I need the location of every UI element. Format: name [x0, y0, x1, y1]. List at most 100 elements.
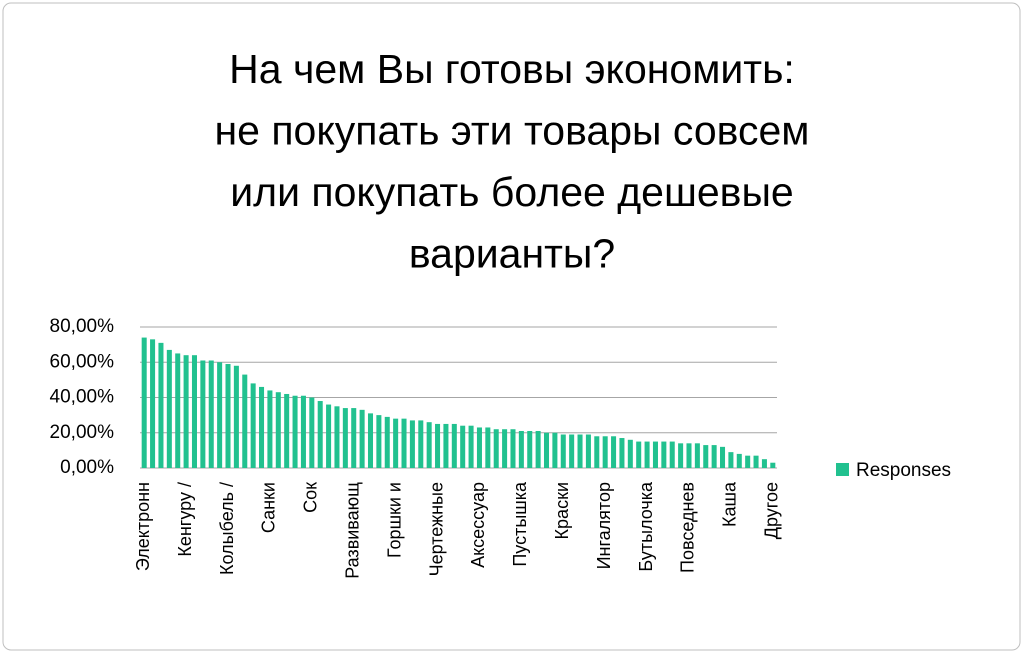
bar: [435, 423, 441, 468]
bar: [602, 436, 608, 468]
chart-title: не покупать эти товары совсем: [215, 107, 810, 153]
bar: [225, 364, 231, 468]
x-tick-label: Ингалятор: [594, 482, 614, 569]
x-tick-label: Бутылочка: [636, 481, 656, 572]
bar: [217, 362, 223, 468]
x-tick-label: Развивающ: [342, 482, 362, 579]
x-tick-label: Кенгуру /: [175, 482, 195, 557]
bar: [669, 441, 675, 468]
legend-swatch: [836, 463, 849, 476]
bar: [502, 429, 508, 468]
bar: [678, 443, 684, 468]
bar: [552, 432, 558, 468]
chart-title: На чем Вы готовы экономить:: [229, 46, 795, 92]
bar: [393, 418, 399, 468]
x-tick-label: Другое: [762, 482, 782, 539]
bar: [158, 342, 164, 468]
bar: [401, 418, 407, 468]
legend-label: Responses: [856, 460, 951, 481]
bar: [476, 427, 482, 468]
bar: [267, 390, 273, 468]
x-tick-label: Санки: [259, 482, 279, 533]
bar: [376, 415, 382, 468]
y-tick-label: 80,00%: [50, 316, 115, 337]
bar: [418, 420, 424, 468]
bar: [183, 355, 189, 468]
chart-title: или покупать более дешевые: [230, 169, 793, 215]
bar: [200, 360, 206, 468]
bar: [250, 383, 256, 468]
bar: [150, 339, 156, 468]
bar: [208, 360, 214, 468]
bar: [141, 337, 147, 468]
bar: [619, 438, 625, 468]
x-tick-label: Электронн: [133, 482, 153, 571]
bar: [728, 452, 734, 468]
x-tick-label: Чертежные: [426, 482, 446, 576]
bar: [652, 441, 658, 468]
bar: [426, 422, 432, 468]
bar: [636, 441, 642, 468]
x-tick-label: Повседнев: [678, 482, 698, 573]
y-tick-label: 60,00%: [50, 351, 115, 372]
y-tick-label: 0,00%: [60, 457, 114, 478]
bar: [535, 430, 541, 468]
bar: [443, 423, 449, 468]
bar: [736, 453, 742, 468]
bar: [720, 446, 726, 468]
x-tick-label: Каша: [720, 481, 740, 527]
bar: [175, 353, 181, 468]
bar: [166, 349, 172, 468]
bar: [560, 434, 566, 468]
bar: [493, 429, 499, 468]
bar: [594, 436, 600, 468]
bar: [367, 413, 374, 468]
bar: [627, 439, 633, 468]
bar: [711, 445, 717, 468]
bar: [242, 374, 248, 468]
x-tick-label: Краски: [552, 482, 572, 539]
bar: [585, 434, 591, 468]
bar: [317, 401, 323, 468]
x-tick-label: Пустышка: [510, 481, 530, 567]
bar: [518, 430, 524, 468]
bar: [468, 425, 474, 468]
bar: [275, 392, 281, 468]
bar: [300, 395, 306, 468]
x-tick-label: Горшки и: [384, 482, 404, 558]
bar: [703, 445, 709, 468]
bar: [259, 386, 265, 468]
bar: [770, 462, 776, 468]
bar: [233, 365, 239, 468]
y-tick-label: 40,00%: [50, 387, 115, 408]
x-tick-label: Аксессуар: [468, 482, 488, 568]
bar: [485, 427, 491, 468]
bar: [527, 430, 533, 468]
y-tick-label: 20,00%: [50, 422, 115, 443]
bar: [460, 425, 466, 468]
bar: [686, 443, 692, 468]
bar: [451, 423, 457, 468]
bar: [359, 409, 365, 468]
bar: [409, 420, 415, 468]
bar: [326, 404, 332, 468]
bar: [761, 459, 767, 468]
bar: [510, 429, 516, 468]
bar: [661, 441, 667, 468]
bar: [191, 355, 197, 468]
bar: [384, 416, 390, 468]
bar: [292, 395, 298, 468]
bar: [569, 434, 575, 468]
chart-title: варианты?: [409, 230, 615, 276]
bar: [644, 441, 650, 468]
bar: [611, 436, 617, 468]
bar: [577, 434, 583, 468]
x-tick-label: Сок: [301, 482, 321, 513]
bar: [753, 455, 759, 468]
bar: [334, 406, 340, 468]
bar: [284, 393, 290, 468]
bar: [745, 455, 751, 468]
bar: [351, 408, 357, 468]
bar: [543, 432, 550, 468]
